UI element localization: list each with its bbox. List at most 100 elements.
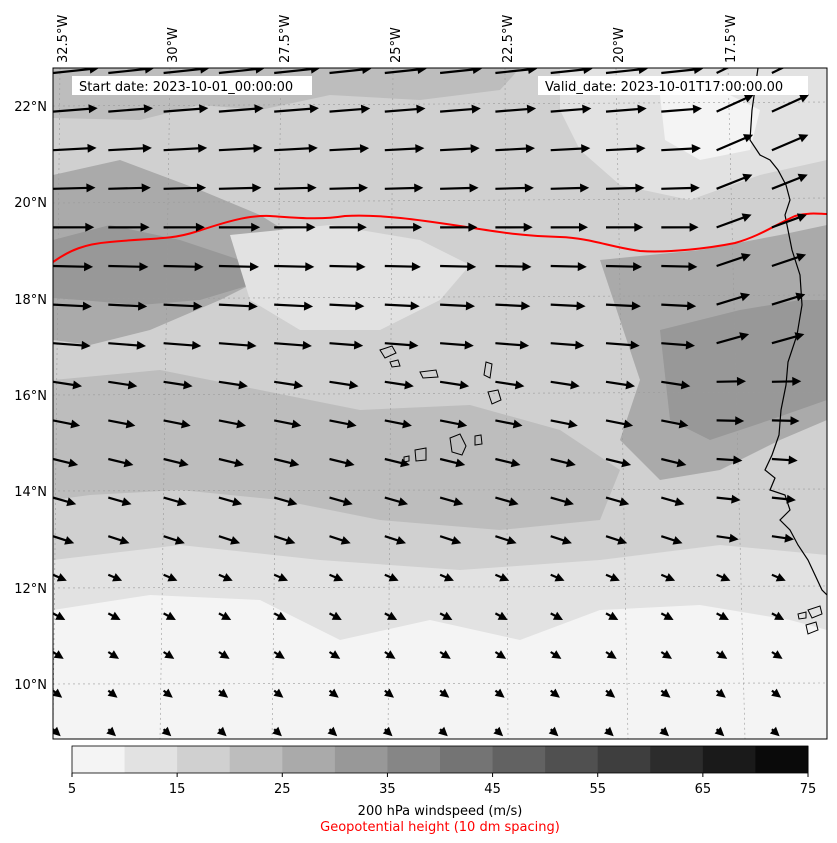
colorbar-tick-label: 75 (800, 782, 817, 797)
wind-arrow (106, 726, 116, 737)
windspeed-fill (53, 68, 827, 739)
wind-arrow (605, 611, 619, 620)
wind-arrow (218, 535, 241, 545)
wind-arrow (661, 144, 701, 154)
wind-arrow (384, 104, 426, 114)
wind-arrow (384, 419, 412, 429)
lat-label-14n: 14°N (14, 485, 47, 500)
wind-arrow (605, 68, 648, 75)
wind-arrow (716, 213, 752, 229)
wind-arrow (273, 419, 302, 429)
wind-arrow (605, 650, 617, 659)
wind-arrow (439, 611, 453, 620)
wind-arrow (53, 496, 77, 507)
wind-arrow (440, 144, 480, 154)
wind-arrow (605, 419, 634, 429)
wind-arrow (161, 726, 172, 737)
wind-arrow (439, 535, 462, 545)
wind-arrow (218, 457, 244, 468)
wind-arrow (659, 726, 669, 737)
graticule (53, 68, 827, 739)
lat-label-20n: 20°N (14, 196, 47, 211)
wind-arrow (550, 688, 560, 698)
wind-arrow (329, 340, 364, 350)
colorbar-tick-label: 5 (68, 782, 76, 797)
wind-arrow (53, 380, 82, 390)
lat-label-12n: 12°N (14, 582, 47, 597)
wind-arrow (273, 688, 284, 698)
wind-arrow (108, 104, 153, 114)
lon-label-22-5w: 22.5°W (501, 15, 516, 63)
wind-arrow (714, 726, 725, 737)
wind-arrow (53, 650, 64, 659)
wind-arrow (605, 183, 645, 193)
wind-arrow (272, 726, 282, 737)
wind-arrow (661, 496, 685, 507)
wind-arrow (769, 726, 780, 737)
wind-arrow (771, 292, 806, 306)
start-date-box (72, 76, 312, 95)
wind-arrow (218, 573, 233, 582)
colorbar-cell (597, 746, 651, 773)
wind-arrow (771, 376, 802, 386)
wind-arrow (108, 68, 154, 75)
wind-arrow (660, 650, 672, 659)
wind-arrow (218, 611, 232, 620)
wind-arrow (53, 262, 94, 272)
wind-arrow (218, 340, 257, 350)
wind-arrow (384, 457, 410, 468)
wind-arrow (329, 68, 372, 75)
wind-arrow (495, 457, 521, 468)
wind-arrow (494, 573, 510, 582)
wind-arrow (771, 533, 794, 543)
wind-arrow (495, 380, 525, 390)
wind-arrow (550, 496, 574, 507)
lat-label-16n: 16°N (14, 389, 47, 404)
wind-arrow (216, 726, 227, 737)
wind-arrow (108, 340, 146, 350)
wind-arrow (494, 650, 507, 659)
wind-arrow (605, 262, 643, 272)
wind-arrow (771, 688, 782, 698)
wind-arrow (53, 104, 98, 114)
wind-arrow (274, 301, 314, 311)
colorbar-cell (387, 746, 441, 773)
wind-arrow (108, 183, 151, 193)
wind-arrow (439, 650, 451, 659)
lon-label-20w: 20°W (612, 27, 627, 63)
wind-arrow (384, 535, 406, 545)
wind-arrow (495, 68, 538, 75)
wind-arrow (329, 419, 357, 429)
wind-arrow (273, 611, 287, 620)
wind-arrow (53, 340, 91, 350)
wind-arrow (107, 688, 118, 698)
wind-arrow (384, 144, 425, 154)
wind-arrow (274, 222, 316, 232)
wind-arrow (329, 535, 351, 545)
wind-arrow (605, 457, 632, 468)
wind-arrow (329, 104, 371, 114)
wind-arrow (218, 68, 265, 75)
wind-arrow (53, 68, 99, 75)
wind-arrow (440, 262, 477, 272)
wind-arrow (771, 650, 783, 659)
wind-vectors (53, 68, 809, 737)
wind-arrow (550, 222, 588, 232)
wind-arrow (218, 380, 248, 390)
wind-arrow (329, 496, 353, 507)
lon-label-25w: 25°W (389, 27, 404, 63)
wind-arrow (107, 573, 123, 582)
wind-arrow (327, 726, 338, 737)
wind-arrow (716, 533, 739, 543)
wind-arrow (384, 650, 396, 659)
wind-arrow (550, 340, 585, 350)
wind-arrow (53, 535, 75, 545)
wind-arrow (108, 222, 150, 232)
wind-arrow (218, 222, 261, 232)
wind-arrow (661, 222, 699, 232)
latitude-labels: 22°N 20°N 18°N 16°N 14°N 12°N 10°N (14, 100, 47, 693)
wind-arrow (550, 144, 591, 154)
lat-label-10n: 10°N (14, 678, 47, 693)
wind-arrow (274, 104, 319, 114)
wind-arrow (716, 68, 730, 74)
